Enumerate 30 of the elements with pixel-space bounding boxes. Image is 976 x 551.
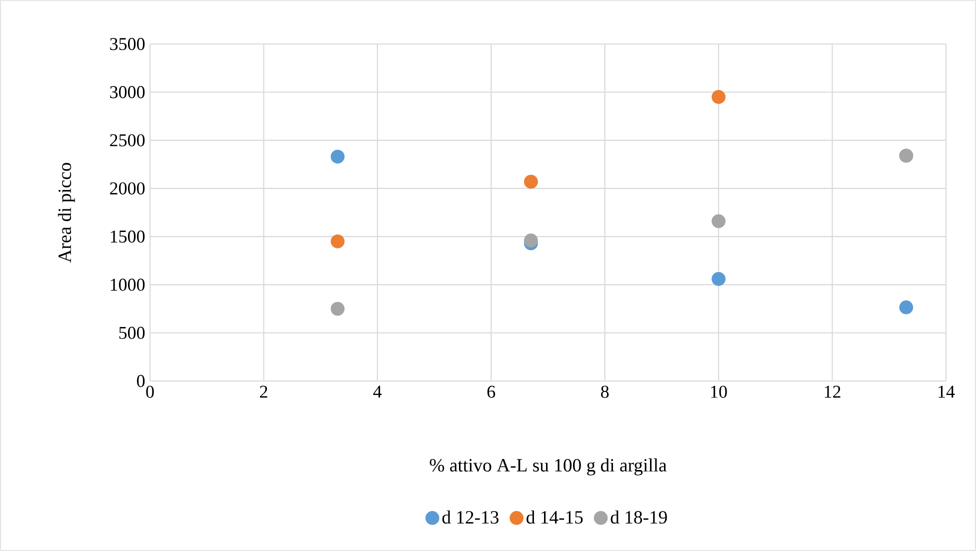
y-tick-label: 1500	[110, 230, 145, 243]
y-tick-label: 1000	[110, 278, 145, 291]
y-axis-title: Area di picco	[58, 162, 75, 263]
point	[712, 272, 726, 286]
x-tick-label: 4	[373, 386, 382, 398]
legend-label: d 14-15	[526, 510, 583, 524]
x-tick-label: 10	[711, 386, 727, 398]
y-tick-label: 0	[136, 374, 145, 388]
y-tick-label: 2500	[110, 134, 145, 146]
x-tick-label: 8	[601, 386, 609, 398]
point	[330, 234, 345, 248]
y-tick-label: 3500	[110, 38, 145, 50]
legend-label: d 12-13	[442, 510, 498, 524]
point	[712, 90, 726, 104]
point	[330, 150, 345, 164]
point	[330, 302, 345, 316]
y-tick-label: 3000	[110, 86, 145, 98]
y-tick-label: 500	[119, 326, 145, 339]
point	[524, 174, 538, 189]
point	[524, 233, 538, 248]
x-tick-label: 2	[260, 386, 268, 398]
x-axis-title: % attivo A-L su 100 g di argilla	[430, 458, 667, 476]
point	[712, 214, 726, 228]
x-tick-label: 6	[487, 386, 496, 398]
x-tick-label: 0	[146, 386, 154, 398]
y-tick-label: 2000	[110, 182, 145, 194]
x-tick-label: 12	[824, 386, 840, 398]
x-tick-label: 14	[938, 386, 955, 398]
point	[899, 300, 914, 314]
legend-label: d 18-19	[610, 510, 667, 524]
